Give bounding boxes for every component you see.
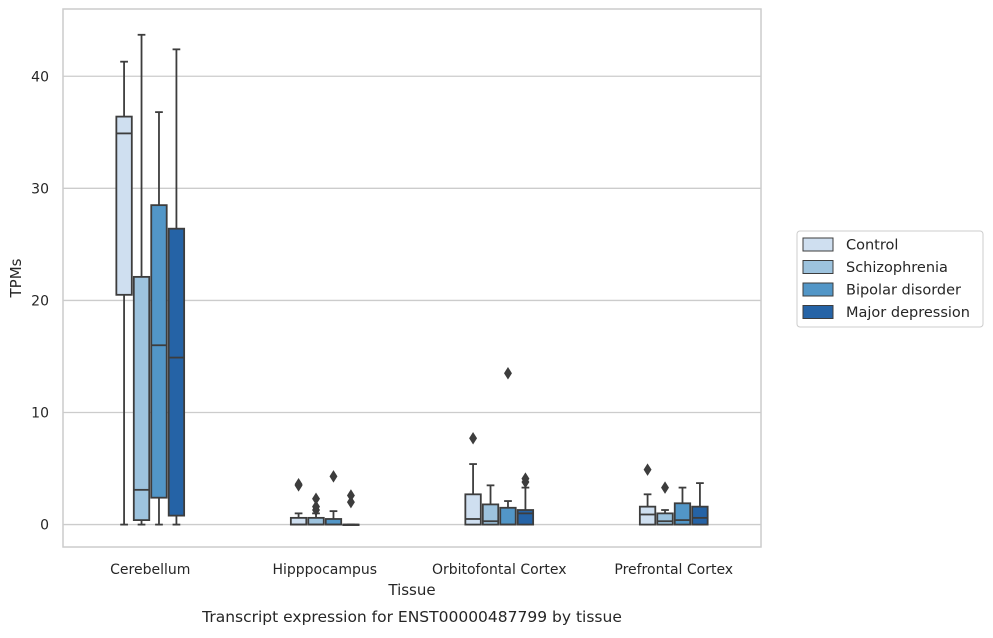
y-axis-title: TPMs xyxy=(7,258,25,298)
legend-frame xyxy=(796,230,984,328)
legend-label: Bipolar disorder xyxy=(846,283,961,299)
box-iqr xyxy=(289,516,308,526)
box-iqr xyxy=(516,509,535,526)
box-2-0 xyxy=(464,432,482,526)
outlier-point xyxy=(312,492,320,506)
box-3-0 xyxy=(638,463,657,526)
x-tick-label: Hipppocampus xyxy=(272,562,377,578)
outlier-point xyxy=(661,481,669,494)
y-tick-label: 0 xyxy=(40,518,49,534)
legend: Control Schizophrenia Bipolar disorder Majo… xyxy=(796,230,984,328)
box-iqr xyxy=(673,502,692,526)
x-tick-label: Cerebellum xyxy=(110,562,190,578)
gridlines xyxy=(63,75,761,526)
box-1-3 xyxy=(342,489,360,526)
box-3-3 xyxy=(691,482,709,526)
box-iqr xyxy=(115,115,133,296)
outlier-point xyxy=(346,495,355,509)
outlier-point xyxy=(469,432,478,445)
box-iqr xyxy=(307,516,325,526)
box-3-2 xyxy=(673,486,692,526)
x-axis-ticks: Cerebellum Hipppocampus Orbitofontal Corte… xyxy=(110,562,733,578)
legend-label: Major depression xyxy=(846,305,970,321)
box-iqr xyxy=(464,493,482,526)
box-2-3 xyxy=(516,472,535,526)
box-iqr xyxy=(132,275,151,522)
y-tick-label: 10 xyxy=(31,406,49,422)
x-axis-title: Tissue xyxy=(387,581,435,599)
box-1-2 xyxy=(324,470,343,526)
x-tick-label: Prefrontal Cortex xyxy=(614,562,733,578)
legend-swatch xyxy=(802,305,834,319)
box-iqr xyxy=(656,512,674,526)
box-layer xyxy=(115,33,709,526)
outlier-point xyxy=(294,477,303,491)
box-0-0 xyxy=(115,60,133,526)
legend-label: Control xyxy=(846,238,898,254)
outlier-point xyxy=(329,470,338,483)
outlier-point xyxy=(346,489,355,502)
box-2-2 xyxy=(499,367,517,526)
box-0-2 xyxy=(150,111,168,526)
legend-label: Schizophrenia xyxy=(846,260,948,276)
y-tick-label: 30 xyxy=(31,181,49,197)
box-3-1 xyxy=(656,481,674,526)
x-tick-label: Orbitofontal Cortex xyxy=(432,562,567,578)
y-tick-label: 20 xyxy=(31,293,49,309)
box-iqr xyxy=(638,505,657,526)
box-0-1 xyxy=(132,33,151,526)
box-1-0 xyxy=(289,477,308,526)
legend-swatch xyxy=(802,282,834,297)
chart-caption: Transcript expression for ENST0000048779… xyxy=(201,608,622,626)
legend-swatch xyxy=(802,260,834,274)
box-iqr xyxy=(499,506,517,526)
legend-items: Control Schizophrenia Bipolar disorder Majo… xyxy=(802,237,970,321)
plot-frame xyxy=(62,8,762,548)
outlier-point xyxy=(643,463,652,476)
legend-swatch xyxy=(802,237,834,252)
outlier-point xyxy=(504,367,512,380)
box-iqr xyxy=(167,227,186,517)
y-axis-ticks: 0 10 20 30 40 xyxy=(31,69,49,533)
outlier-point xyxy=(521,472,530,485)
box-iqr xyxy=(691,505,709,526)
box-2-1 xyxy=(481,484,500,526)
box-iqr xyxy=(481,503,500,526)
box-0-3 xyxy=(167,48,186,526)
outlier-point xyxy=(312,500,320,513)
box-iqr xyxy=(150,204,168,499)
box-1-1 xyxy=(307,492,325,526)
y-tick-label: 40 xyxy=(31,69,49,85)
